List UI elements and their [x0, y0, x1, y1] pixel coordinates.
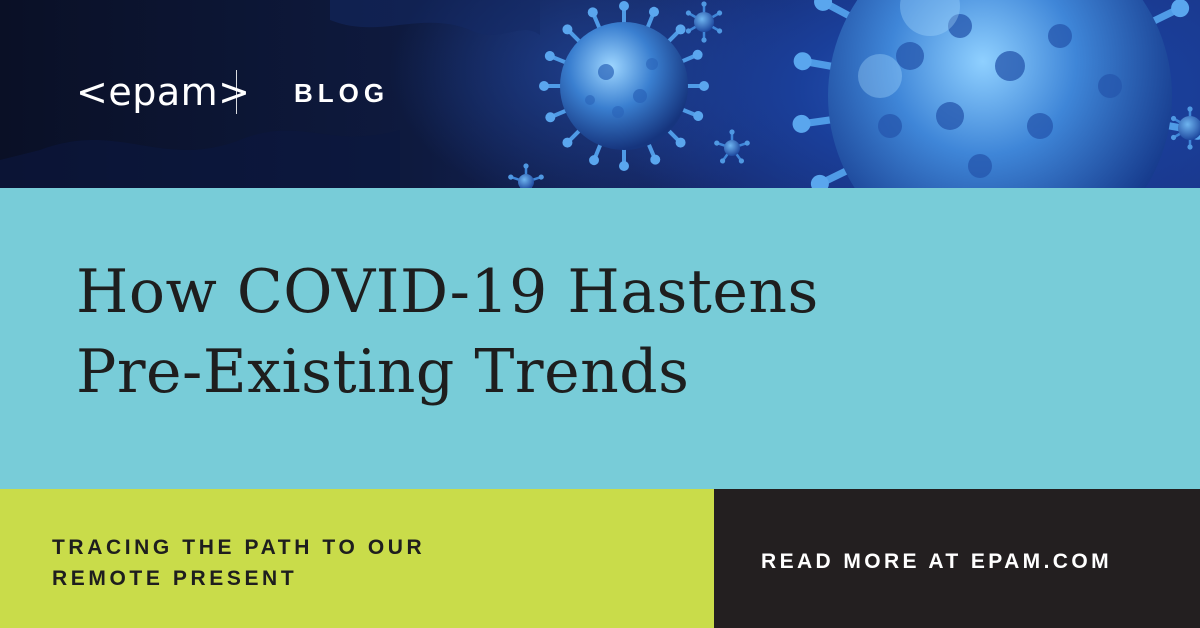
article-title-line-2: Pre-Existing Trends — [76, 337, 690, 407]
section-label-blog: BLOG — [294, 78, 390, 108]
coronavirus-illustration — [0, 0, 1200, 188]
virus-medium — [537, 0, 711, 173]
article-subtitle: TRACING THE PATH TO OUR REMOTE PRESENT — [52, 532, 425, 594]
virus-small-4 — [1168, 105, 1200, 151]
article-title: How COVID-19 Hastens Pre-Existing Trends — [76, 252, 1116, 412]
epam-logo[interactable]: <epam> — [76, 70, 251, 114]
hero-banner: <epam> BLOG — [0, 0, 1200, 188]
logo-divider — [236, 70, 237, 114]
article-subtitle-line-2: REMOTE PRESENT — [52, 567, 298, 590]
headline-band: How COVID-19 Hastens Pre-Existing Trends — [0, 188, 1200, 489]
read-more-link[interactable]: READ MORE AT EPAM.COM — [761, 550, 1113, 573]
virus-large — [791, 0, 1200, 188]
article-title-line-1: How COVID-19 Hastens — [76, 257, 819, 327]
article-subtitle-line-1: TRACING THE PATH TO OUR — [52, 536, 426, 559]
subtitle-band: TRACING THE PATH TO OUR REMOTE PRESENT — [0, 489, 714, 628]
virus-small-1 — [683, 0, 725, 44]
cta-band: READ MORE AT EPAM.COM — [714, 489, 1200, 628]
virus-small-3 — [506, 162, 546, 188]
virus-small-2 — [712, 128, 752, 166]
